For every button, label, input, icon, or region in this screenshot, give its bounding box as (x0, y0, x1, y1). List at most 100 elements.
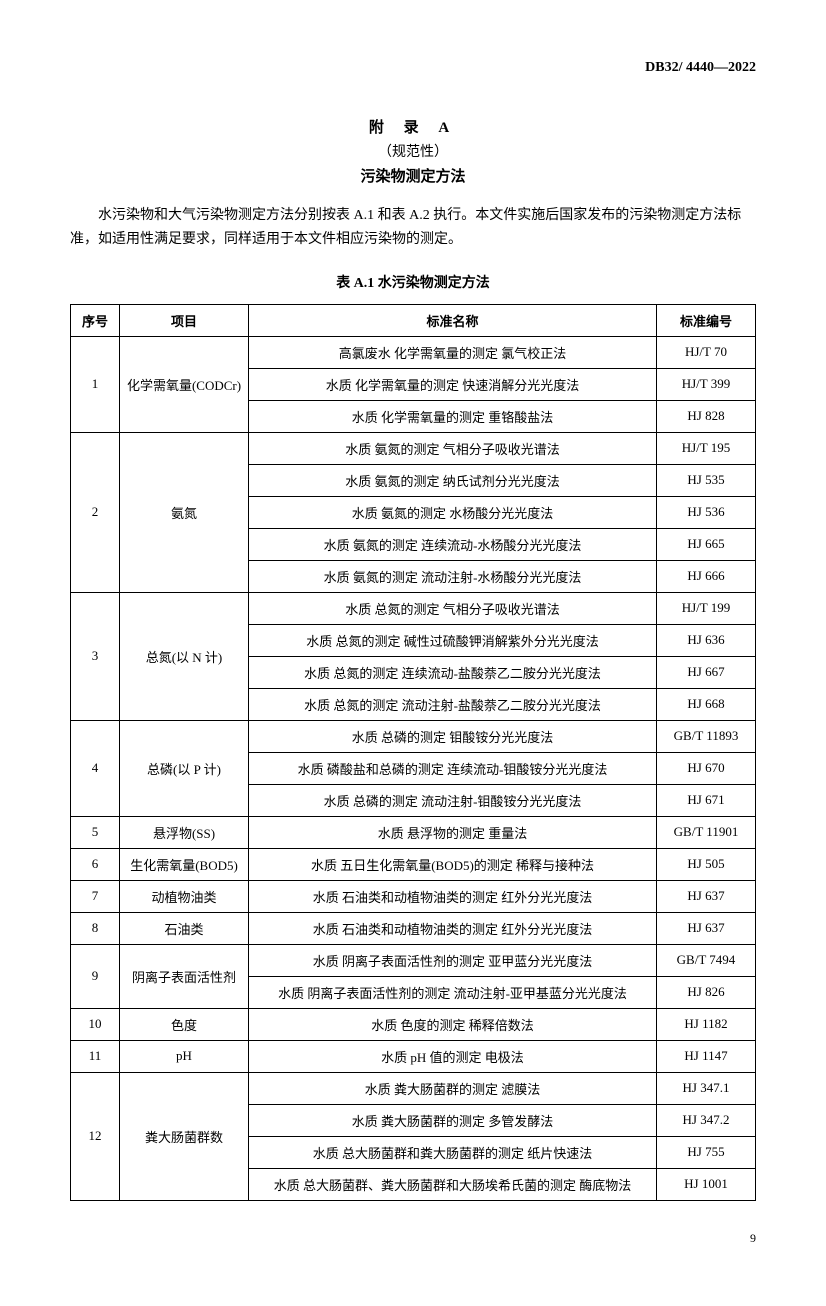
table-row: 9阴离子表面活性剂水质 阴离子表面活性剂的测定 亚甲蓝分光光度法GB/T 749… (71, 944, 756, 976)
cell-standard-name: 水质 总氮的测定 连续流动-盐酸萘乙二胺分光光度法 (249, 656, 657, 688)
cell-standard-name: 水质 色度的测定 稀释倍数法 (249, 1008, 657, 1040)
table-row: 10色度水质 色度的测定 稀释倍数法HJ 1182 (71, 1008, 756, 1040)
table-row: 8石油类水质 石油类和动植物油类的测定 红外分光光度法HJ 637 (71, 912, 756, 944)
appendix-subtitle: （规范性） (70, 141, 756, 161)
cell-standard-name: 水质 悬浮物的测定 重量法 (249, 816, 657, 848)
cell-standard-code: GB/T 11893 (657, 720, 756, 752)
cell-standard-name: 水质 氨氮的测定 连续流动-水杨酸分光光度法 (249, 528, 657, 560)
table-row: 1化学需氧量(CODCr)高氯废水 化学需氧量的测定 氯气校正法HJ/T 70 (71, 336, 756, 368)
cell-standard-name: 水质 总磷的测定 流动注射-钼酸铵分光光度法 (249, 784, 657, 816)
cell-standard-code: HJ 666 (657, 560, 756, 592)
appendix-heading: 污染物测定方法 (70, 165, 756, 186)
cell-standard-code: HJ 667 (657, 656, 756, 688)
table-header-row: 序号 项目 标准名称 标准编号 (71, 304, 756, 336)
cell-seq: 1 (71, 336, 120, 432)
cell-item: 动植物油类 (120, 880, 249, 912)
cell-standard-code: HJ 1001 (657, 1168, 756, 1200)
table-caption: 表 A.1 水污染物测定方法 (70, 272, 756, 292)
cell-standard-code: HJ 536 (657, 496, 756, 528)
cell-standard-name: 水质 总氮的测定 碱性过硫酸钾消解紫外分光光度法 (249, 624, 657, 656)
table-row: 12粪大肠菌群数水质 粪大肠菌群的测定 滤膜法HJ 347.1 (71, 1072, 756, 1104)
cell-seq: 12 (71, 1072, 120, 1200)
appendix-title: 附 录 A (70, 116, 756, 137)
cell-standard-name: 水质 五日生化需氧量(BOD5)的测定 稀释与接种法 (249, 848, 657, 880)
cell-standard-code: HJ 637 (657, 912, 756, 944)
table-row: 3总氮(以 N 计)水质 总氮的测定 气相分子吸收光谱法HJ/T 199 (71, 592, 756, 624)
table-row: 6生化需氧量(BOD5)水质 五日生化需氧量(BOD5)的测定 稀释与接种法HJ… (71, 848, 756, 880)
cell-standard-code: HJ 347.1 (657, 1072, 756, 1104)
cell-standard-code: HJ/T 195 (657, 432, 756, 464)
cell-standard-name: 水质 化学需氧量的测定 快速消解分光光度法 (249, 368, 657, 400)
cell-standard-name: 水质 总大肠菌群、粪大肠菌群和大肠埃希氏菌的测定 酶底物法 (249, 1168, 657, 1200)
cell-standard-name: 水质 粪大肠菌群的测定 多管发酵法 (249, 1104, 657, 1136)
cell-standard-name: 水质 磷酸盐和总磷的测定 连续流动-钼酸铵分光光度法 (249, 752, 657, 784)
cell-standard-code: HJ/T 399 (657, 368, 756, 400)
cell-standard-name: 水质 粪大肠菌群的测定 滤膜法 (249, 1072, 657, 1104)
cell-standard-code: HJ 347.2 (657, 1104, 756, 1136)
cell-standard-name: 水质 阴离子表面活性剂的测定 亚甲蓝分光光度法 (249, 944, 657, 976)
cell-standard-code: HJ 755 (657, 1136, 756, 1168)
cell-standard-code: HJ/T 199 (657, 592, 756, 624)
cell-standard-name: 水质 化学需氧量的测定 重铬酸盐法 (249, 400, 657, 432)
cell-item: 化学需氧量(CODCr) (120, 336, 249, 432)
cell-standard-code: HJ 637 (657, 880, 756, 912)
cell-standard-code: HJ 505 (657, 848, 756, 880)
cell-standard-name: 水质 总大肠菌群和粪大肠菌群的测定 纸片快速法 (249, 1136, 657, 1168)
cell-standard-name: 水质 氨氮的测定 水杨酸分光光度法 (249, 496, 657, 528)
cell-seq: 11 (71, 1040, 120, 1072)
cell-seq: 8 (71, 912, 120, 944)
pollutant-methods-table: 序号 项目 标准名称 标准编号 1化学需氧量(CODCr)高氯废水 化学需氧量的… (70, 304, 756, 1201)
col-header-code: 标准编号 (657, 304, 756, 336)
cell-standard-code: HJ 826 (657, 976, 756, 1008)
cell-item: 生化需氧量(BOD5) (120, 848, 249, 880)
cell-standard-name: 水质 阴离子表面活性剂的测定 流动注射-亚甲基蓝分光光度法 (249, 976, 657, 1008)
col-header-name: 标准名称 (249, 304, 657, 336)
cell-seq: 7 (71, 880, 120, 912)
cell-item: pH (120, 1040, 249, 1072)
cell-seq: 5 (71, 816, 120, 848)
cell-standard-name: 高氯废水 化学需氧量的测定 氯气校正法 (249, 336, 657, 368)
cell-seq: 2 (71, 432, 120, 592)
cell-standard-code: HJ/T 70 (657, 336, 756, 368)
cell-standard-name: 水质 总磷的测定 钼酸铵分光光度法 (249, 720, 657, 752)
cell-standard-name: 水质 石油类和动植物油类的测定 红外分光光度法 (249, 880, 657, 912)
cell-standard-name: 水质 石油类和动植物油类的测定 红外分光光度法 (249, 912, 657, 944)
cell-seq: 3 (71, 592, 120, 720)
cell-item: 悬浮物(SS) (120, 816, 249, 848)
cell-standard-code: HJ 636 (657, 624, 756, 656)
table-row: 2氨氮水质 氨氮的测定 气相分子吸收光谱法HJ/T 195 (71, 432, 756, 464)
intro-paragraph: 水污染物和大气污染物测定方法分别按表 A.1 和表 A.2 执行。本文件实施后国… (70, 204, 756, 252)
table-row: 4总磷(以 P 计)水质 总磷的测定 钼酸铵分光光度法GB/T 11893 (71, 720, 756, 752)
cell-standard-code: HJ 828 (657, 400, 756, 432)
cell-standard-name: 水质 pH 值的测定 电极法 (249, 1040, 657, 1072)
page-number: 9 (70, 1231, 756, 1246)
cell-standard-name: 水质 氨氮的测定 流动注射-水杨酸分光光度法 (249, 560, 657, 592)
cell-seq: 9 (71, 944, 120, 1008)
col-header-seq: 序号 (71, 304, 120, 336)
cell-item: 总磷(以 P 计) (120, 720, 249, 816)
cell-standard-code: HJ 671 (657, 784, 756, 816)
cell-standard-code: HJ 535 (657, 464, 756, 496)
cell-item: 粪大肠菌群数 (120, 1072, 249, 1200)
cell-item: 氨氮 (120, 432, 249, 592)
table-row: 11pH水质 pH 值的测定 电极法HJ 1147 (71, 1040, 756, 1072)
cell-item: 石油类 (120, 912, 249, 944)
cell-seq: 4 (71, 720, 120, 816)
document-code: DB32/ 4440—2022 (70, 60, 756, 76)
cell-standard-name: 水质 总氮的测定 气相分子吸收光谱法 (249, 592, 657, 624)
cell-standard-code: HJ 665 (657, 528, 756, 560)
cell-seq: 6 (71, 848, 120, 880)
col-header-item: 项目 (120, 304, 249, 336)
cell-item: 色度 (120, 1008, 249, 1040)
cell-standard-code: HJ 668 (657, 688, 756, 720)
cell-standard-code: GB/T 11901 (657, 816, 756, 848)
cell-standard-code: GB/T 7494 (657, 944, 756, 976)
cell-standard-code: HJ 670 (657, 752, 756, 784)
table-row: 7动植物油类水质 石油类和动植物油类的测定 红外分光光度法HJ 637 (71, 880, 756, 912)
cell-standard-name: 水质 氨氮的测定 气相分子吸收光谱法 (249, 432, 657, 464)
cell-standard-code: HJ 1147 (657, 1040, 756, 1072)
cell-standard-name: 水质 总氮的测定 流动注射-盐酸萘乙二胺分光光度法 (249, 688, 657, 720)
cell-standard-name: 水质 氨氮的测定 纳氏试剂分光光度法 (249, 464, 657, 496)
table-row: 5悬浮物(SS)水质 悬浮物的测定 重量法GB/T 11901 (71, 816, 756, 848)
cell-seq: 10 (71, 1008, 120, 1040)
